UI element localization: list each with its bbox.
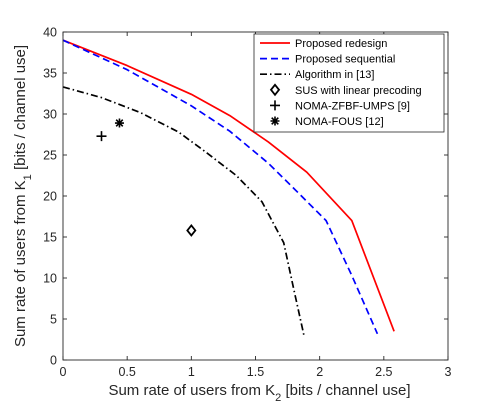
series-5-marker xyxy=(114,118,124,128)
y-axis-label: Sum rate of users from K1 [bits / channe… xyxy=(12,45,34,347)
series-2-line xyxy=(62,86,306,338)
legend-label-3: SUS with linear precoding xyxy=(295,85,422,97)
x-tick-label: 1.5 xyxy=(247,365,264,379)
y-tick-label: 5 xyxy=(50,313,57,327)
legend-label-2: Algorithm in [13] xyxy=(295,69,374,81)
x-tick-label: 3 xyxy=(445,365,452,379)
legend-label-1: Proposed sequential xyxy=(295,54,395,66)
series-layer xyxy=(62,39,395,338)
series-0-line xyxy=(62,39,395,332)
y-tick-label: 15 xyxy=(43,231,57,245)
x-tick-label: 1 xyxy=(188,365,195,379)
legend-box xyxy=(253,33,445,133)
legend-marker-3 xyxy=(269,83,281,97)
x-tick-label: 0.5 xyxy=(118,365,135,379)
legend-label-4: NOMA-ZFBF-UMPS [9] xyxy=(295,100,410,112)
y-tick-label: 0 xyxy=(50,354,57,368)
y-tick-label: 10 xyxy=(43,272,57,286)
legend-marker-4 xyxy=(270,100,280,111)
y-tick-label: 35 xyxy=(43,67,57,81)
series-3-marker xyxy=(186,223,197,237)
y-tick-label: 40 xyxy=(43,26,57,40)
y-axis-label-unit: [bits / channel use] xyxy=(12,45,29,174)
legend-label-5: NOMA-FOUS [12] xyxy=(295,116,384,128)
series-4-marker xyxy=(96,131,107,142)
y-axis-label-subscript: 1 xyxy=(22,174,34,180)
x-axis-label-unit: [bits / channel use] xyxy=(281,382,410,399)
y-tick-label: 20 xyxy=(43,190,57,204)
legend-label-0: Proposed redesign xyxy=(295,38,387,50)
y-tick-label: 30 xyxy=(43,108,57,122)
x-tick-label: 0 xyxy=(60,365,67,379)
y-tick-label: 25 xyxy=(43,149,57,163)
legend: Proposed redesign Proposed sequential Algo… xyxy=(253,33,445,133)
x-axis-label-subscript: 2 xyxy=(275,392,281,404)
y-axis-label-main: Sum rate of users from K xyxy=(12,180,29,347)
x-tick-label: 2 xyxy=(316,365,323,379)
x-tick-label: 2.5 xyxy=(375,365,392,379)
x-axis-label-main: Sum rate of users from K xyxy=(108,382,275,399)
x-axis-label: Sum rate of users from K2 [bits / channe… xyxy=(108,382,410,404)
legend-marker-5 xyxy=(270,116,280,126)
